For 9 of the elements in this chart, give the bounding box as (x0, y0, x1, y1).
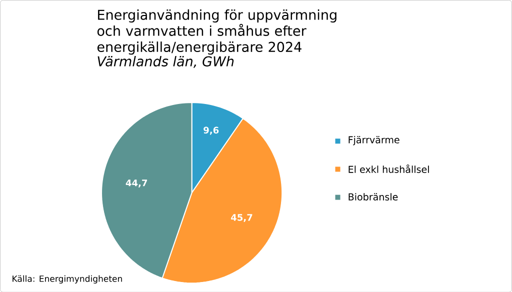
data-label: 44,7 (126, 179, 148, 188)
text: Källa: Energimyndigheten (12, 275, 122, 284)
data-label: 9,6 (204, 126, 219, 135)
legend-label: El exkl hushållsel (348, 164, 429, 173)
chart-subtitle: Värmlands län, GWh (98, 56, 234, 68)
legend-label: Fjärrvärme (348, 136, 400, 146)
legend-label: Biobränsle (348, 192, 398, 200)
chart-title: Energianvändning för uppvärmning och varmvatten i småhus efter energikälla/energibärare 2024 (97, 9, 336, 54)
data-label: 45,7 (231, 214, 252, 222)
